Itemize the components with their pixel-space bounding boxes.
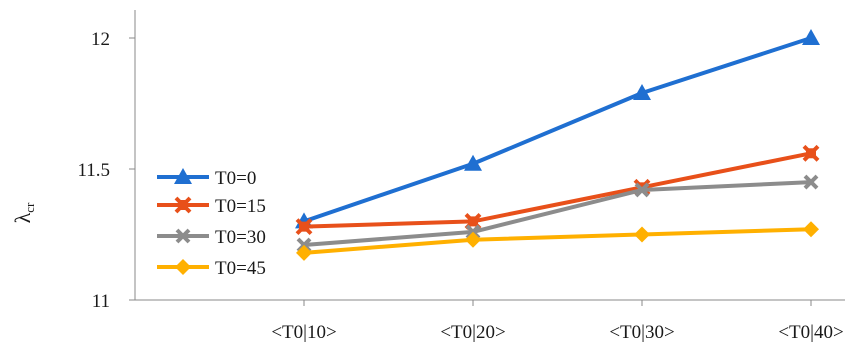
y-tick-label: 12 <box>91 29 110 50</box>
y-axis-title: λcr <box>10 202 37 223</box>
data-point-t0-45 <box>296 244 312 261</box>
x-tick-label: <T0|20> <box>440 322 505 343</box>
data-point-t0-30 <box>634 182 650 198</box>
data-point-t0-15 <box>802 144 820 162</box>
series-layer <box>295 29 820 261</box>
y-tick-label: 11.5 <box>77 160 110 181</box>
legend-item-t0-0: T0=0 <box>157 168 256 189</box>
series-line-t0-15 <box>303 151 812 229</box>
y-axis-title-symbol: λ <box>10 212 35 223</box>
x-axis: <T0|10> <T0|20> <T0|30> <T0|40> <box>135 299 845 343</box>
legend-label: T0=45 <box>215 258 266 279</box>
y-axis: 11 11.5 12 <box>77 10 136 312</box>
series-line-t0-45 <box>303 227 812 255</box>
legend-marker <box>174 196 192 214</box>
data-point-t0-0 <box>802 29 820 45</box>
legend-item-t0-15: T0=15 <box>157 196 266 217</box>
legend-marker <box>175 228 191 244</box>
legend-marker <box>175 259 191 275</box>
x-tick-label: <T0|10> <box>271 322 336 343</box>
data-point-t0-15 <box>295 218 313 236</box>
series-t0-0 <box>295 29 820 229</box>
y-axis-title-subscript: cr <box>22 202 37 213</box>
y-tick-label: 11 <box>92 291 110 312</box>
x-tick-label: <T0|40> <box>778 322 843 343</box>
legend-item-t0-30: T0=30 <box>157 227 266 248</box>
data-point-t0-30 <box>803 174 819 190</box>
series-line-t0-30 <box>303 180 812 247</box>
series-line-t0-0 <box>303 36 812 224</box>
legend: T0=0 T0=15 T0=30 T0=45 <box>157 168 266 279</box>
series-t0-15 <box>295 144 820 236</box>
data-point-t0-0 <box>633 84 651 101</box>
data-point-t0-0 <box>464 154 482 171</box>
legend-label: T0=30 <box>215 227 266 248</box>
legend-marker <box>174 168 192 184</box>
series-t0-30 <box>296 174 819 253</box>
series-t0-45 <box>296 221 819 261</box>
legend-item-t0-45: T0=45 <box>157 258 266 279</box>
x-tick-label: <T0|30> <box>609 322 674 343</box>
legend-label: T0=0 <box>215 168 256 189</box>
legend-label: T0=15 <box>215 196 266 217</box>
data-point-t0-45 <box>465 231 481 248</box>
data-point-t0-45 <box>634 226 650 243</box>
data-point-t0-45 <box>803 221 819 238</box>
